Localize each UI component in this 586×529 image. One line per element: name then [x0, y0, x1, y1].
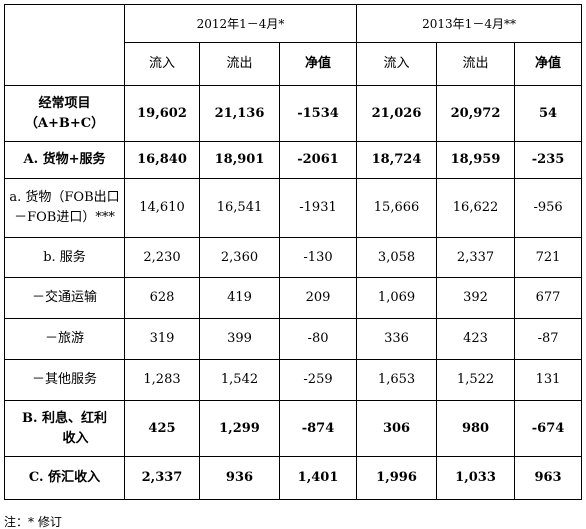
- cell-value: -130: [278, 237, 358, 278]
- cell-value: 15,666: [356, 178, 438, 238]
- cell-value: 209: [278, 277, 358, 319]
- cell-value: 19,602: [124, 85, 200, 142]
- cell-value: 16,840: [124, 141, 200, 179]
- table-row: －其他服务 1,283 1,542 -259 1,653 1,522 131: [4, 359, 583, 401]
- cell-value: -874: [278, 400, 358, 457]
- cell-value: 1,299: [199, 400, 280, 457]
- table-row: a. 货物（FOB出口 －FOB进口）*** 14,610 16,541 -19…: [4, 178, 583, 238]
- table-row: 经常项目 （A+B+C） 19,602 21,136 -1534 21,026 …: [4, 85, 583, 142]
- row-label-line: a. 货物（FOB出口: [9, 190, 120, 205]
- cell-value: -956: [514, 178, 583, 238]
- cell-value: -235: [514, 141, 583, 179]
- cell-value: -87: [514, 318, 583, 360]
- row-label-line: （A+B+C）: [24, 115, 105, 131]
- row-label: －旅游: [4, 318, 125, 360]
- col-header-net-2013: 净值: [514, 42, 583, 86]
- cell-value: 1,069: [356, 277, 438, 319]
- cell-value: 936: [199, 456, 280, 500]
- cell-value: 419: [199, 277, 280, 319]
- row-label: C. 侨汇收入: [4, 456, 125, 500]
- table-row: C. 侨汇收入 2,337 936 1,401 1,996 1,033 963: [4, 456, 583, 500]
- cell-value: 54: [514, 85, 583, 142]
- cell-value: 399: [199, 318, 280, 360]
- col-header-inflow-2013: 流入: [356, 42, 438, 86]
- table-footnote: 注：* 修订: [4, 515, 62, 529]
- cell-value: -259: [278, 359, 358, 401]
- cell-value: 980: [436, 400, 516, 457]
- row-label-line: 经常项目: [38, 95, 91, 111]
- cell-value: 21,136: [199, 85, 280, 142]
- cell-value: -80: [278, 318, 358, 360]
- row-label: －交通运输: [4, 277, 125, 319]
- header-period-2012: 2012年1－4月*: [123, 4, 358, 43]
- row-label: A. 货物+服务: [4, 141, 125, 179]
- cell-value: -1534: [278, 85, 358, 142]
- cell-value: 3,058: [356, 237, 438, 278]
- cell-value: 677: [514, 277, 583, 319]
- row-label-line: －FOB进口）***: [14, 210, 115, 225]
- cell-value: 963: [514, 456, 583, 500]
- cell-value: 319: [124, 318, 200, 360]
- cell-value: 721: [514, 237, 583, 278]
- cell-value: 306: [356, 400, 438, 457]
- row-label: B. 利息、红利 收入: [4, 400, 125, 457]
- table-row: b. 服务 2,230 2,360 -130 3,058 2,337 721: [4, 237, 583, 278]
- row-label-line: B. 利息、红利: [21, 410, 108, 426]
- header-corner-cell: [4, 4, 125, 86]
- row-label: a. 货物（FOB出口 －FOB进口）***: [4, 178, 125, 238]
- table-row: －交通运输 628 419 209 1,069 392 677: [4, 277, 583, 319]
- cell-value: 21,026: [356, 85, 438, 142]
- cell-value: 131: [514, 359, 583, 401]
- cell-value: 1,401: [278, 456, 358, 500]
- header-period-2013: 2013年1－4月**: [356, 4, 583, 43]
- cell-value: 1,283: [124, 359, 200, 401]
- cell-value: 18,724: [356, 141, 438, 179]
- row-label: 经常项目 （A+B+C）: [4, 85, 125, 142]
- cell-value: 16,622: [436, 178, 516, 238]
- row-label-line: 收入: [62, 430, 89, 446]
- table-row: －旅游 319 399 -80 336 423 -87: [4, 318, 583, 360]
- cell-value: 16,541: [199, 178, 280, 238]
- table-row: A. 货物+服务 16,840 18,901 -2061 18,724 18,9…: [4, 141, 583, 179]
- cell-value: 1,542: [199, 359, 280, 401]
- cell-value: 392: [436, 277, 516, 319]
- cell-value: 14,610: [124, 178, 200, 238]
- row-label: b. 服务: [4, 237, 125, 278]
- header-period-row: 2012年1－4月* 2013年1－4月**: [4, 4, 583, 86]
- cell-value: 1,522: [436, 359, 516, 401]
- cell-value: 1,033: [436, 456, 516, 500]
- cell-value: 628: [124, 277, 200, 319]
- cell-value: 18,901: [199, 141, 280, 179]
- cell-value: 2,337: [436, 237, 516, 278]
- cell-value: -674: [514, 400, 583, 457]
- row-label: －其他服务: [4, 359, 125, 401]
- cell-value: -2061: [278, 141, 358, 179]
- cell-value: -1931: [278, 178, 358, 238]
- cell-value: 425: [124, 400, 200, 457]
- header-columns-row: 流入 流出 净值 流入 流出 净值: [5, 42, 583, 86]
- cell-value: 18,959: [436, 141, 516, 179]
- cell-value: 20,972: [436, 85, 516, 142]
- cell-value: 423: [436, 318, 516, 360]
- cell-value: 1,653: [356, 359, 438, 401]
- table-row: B. 利息、红利 收入 425 1,299 -874 306 980 -674: [4, 400, 583, 457]
- col-header-outflow-2012: 流出: [199, 42, 280, 86]
- cell-value: 336: [356, 318, 438, 360]
- cell-value: 1,996: [356, 456, 438, 500]
- col-header-net-2012: 净值: [278, 42, 358, 86]
- cell-value: 2,230: [124, 237, 200, 278]
- col-header-outflow-2013: 流出: [436, 42, 516, 86]
- col-header-inflow-2012: 流入: [124, 42, 200, 86]
- balance-of-payments-table: 2012年1－4月* 2013年1－4月** 流入 流出 净值 流入 流出 净值…: [4, 4, 583, 500]
- cell-value: 2,360: [199, 237, 280, 278]
- cell-value: 2,337: [124, 456, 200, 500]
